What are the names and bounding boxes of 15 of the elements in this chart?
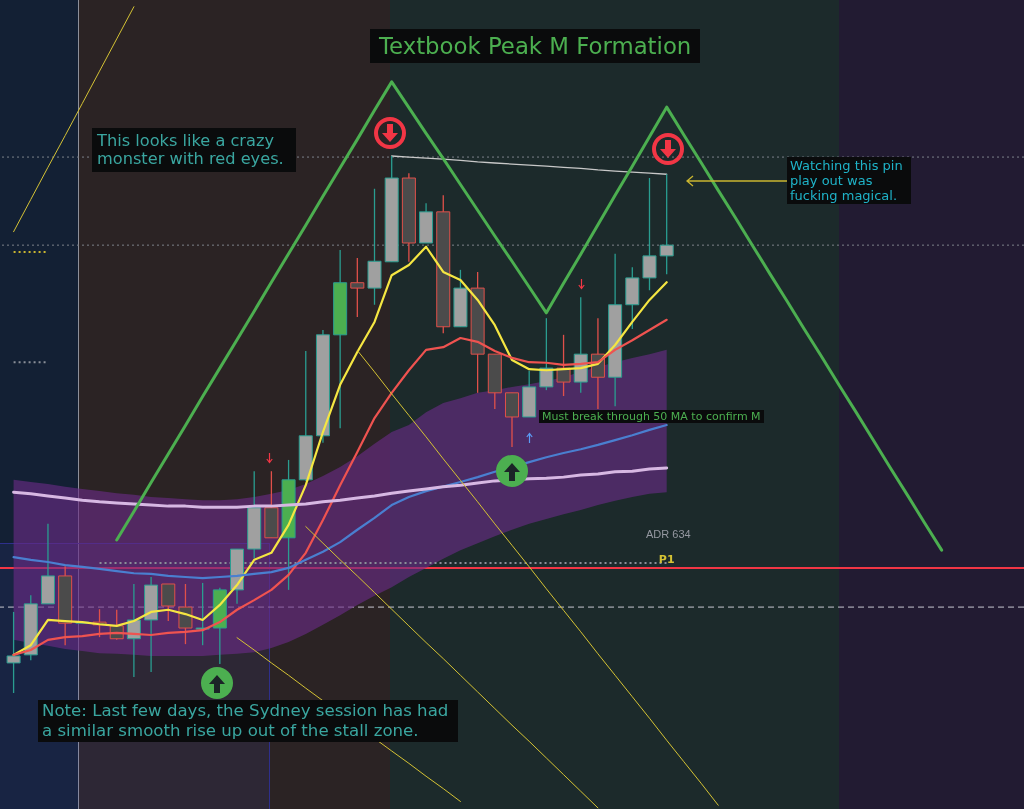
- candlestick: [6, 611, 21, 694]
- candlestick: [659, 173, 674, 275]
- annotation: This looks like a crazy monster with red eyes.: [92, 128, 296, 172]
- text: Note: Last few days, the Sydney session has had a similar smooth rise up out of the stall zone.: [38, 700, 458, 742]
- candlestick: [642, 177, 657, 291]
- annotation: Must break through 50 MA to confirm M: [539, 410, 764, 423]
- candlestick: [178, 583, 193, 645]
- annotation: Watching this pin play out was fucking magical.: [787, 157, 911, 204]
- candlestick: [161, 583, 176, 622]
- candlestick: [195, 582, 210, 646]
- candlestick: [350, 257, 365, 318]
- candlestick: [539, 317, 554, 391]
- chart-title: Textbook Peak M Formation: [370, 29, 701, 63]
- annotation: ADR 634: [646, 528, 691, 541]
- ref-line-label: P1: [658, 552, 675, 566]
